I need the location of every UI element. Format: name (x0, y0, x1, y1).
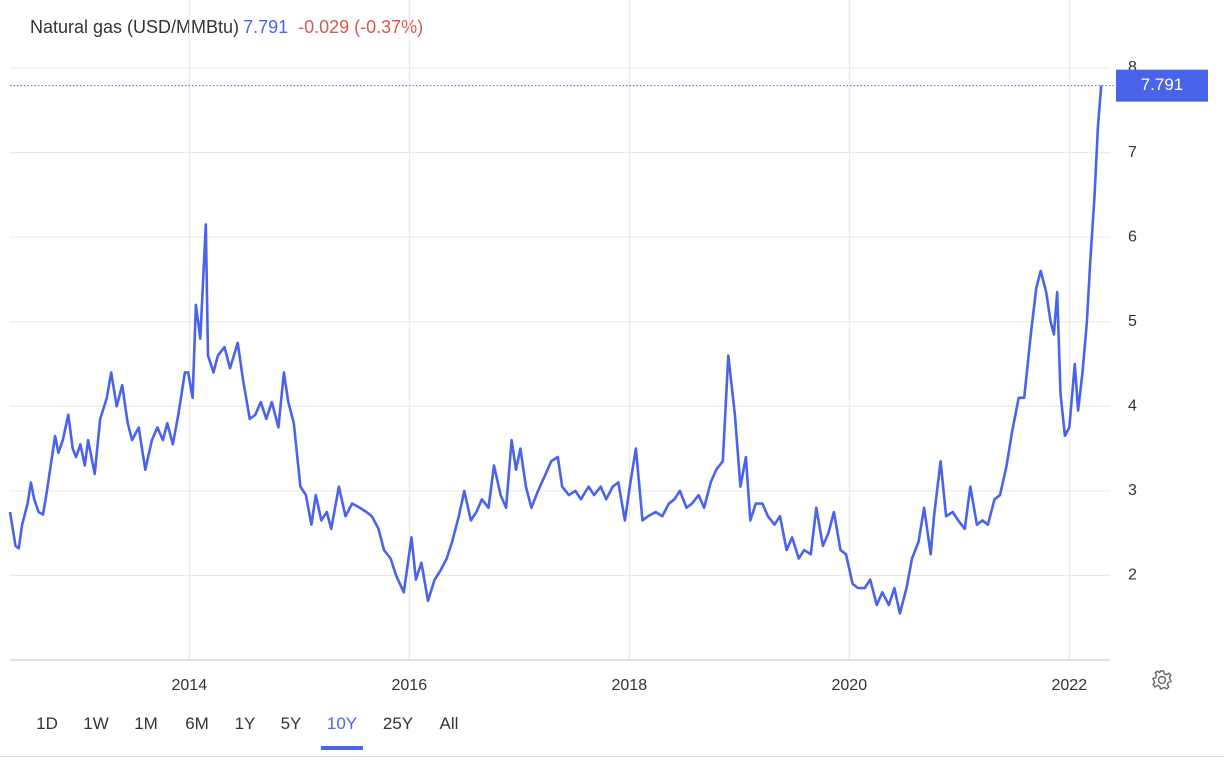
header: Natural gas (USD/MMBtu) 7.791 -0.029 (-0.3… (30, 17, 423, 38)
range-button[interactable]: 6M (185, 714, 209, 733)
x-tick-label: 2014 (172, 677, 208, 694)
last-price-label: 7.791 (1141, 75, 1184, 94)
price-line (8, 85, 1103, 615)
y-tick-label: 6 (1128, 228, 1137, 245)
last-price-box (1116, 69, 1208, 102)
range-selector: 1D 1W 1M 6M 1Y 5Y 10Y 25Y All (0, 710, 1224, 757)
price: 7.791 (243, 17, 289, 37)
x-tick-label: 2022 (1052, 677, 1088, 694)
y-tick-label: 2 (1128, 567, 1137, 584)
change: -0.029 (-0.37%) (298, 17, 424, 37)
y-tick-label: 5 (1128, 313, 1137, 330)
x-tick-label: 2016 (392, 677, 428, 694)
range-button[interactable]: 1M (134, 714, 158, 733)
range-button[interactable]: 1W (83, 714, 109, 733)
y-tick-label: 4 (1128, 398, 1137, 415)
x-tick-label: 2020 (832, 677, 868, 694)
range-button[interactable]: 25Y (382, 714, 414, 733)
settings-icon[interactable] (1152, 670, 1172, 690)
title: Natural gas (USD/MMBtu) (30, 17, 240, 37)
range-button[interactable]: 5Y (280, 714, 302, 733)
y-tick-label: 3 (1128, 482, 1137, 499)
y-tick-label: 8 (1128, 59, 1137, 76)
range-button[interactable]: 10Y (320, 714, 364, 750)
range-button[interactable]: 1Y (234, 714, 256, 733)
range-button[interactable]: 1D (36, 714, 58, 733)
x-tick-label: 2018 (612, 677, 648, 694)
range-button[interactable]: All (439, 714, 459, 733)
y-tick-label: 7 (1128, 144, 1137, 161)
